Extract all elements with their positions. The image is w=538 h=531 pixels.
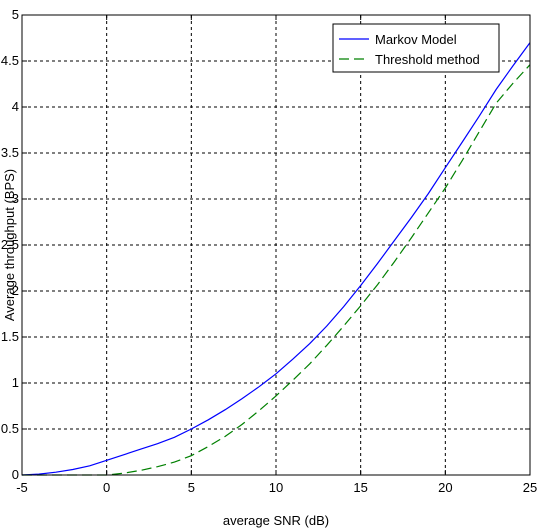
legend: Markov Model Threshold method bbox=[333, 24, 499, 72]
y-tick-label: 1.5 bbox=[1, 329, 19, 344]
y-tick-label: 3.5 bbox=[1, 145, 19, 160]
y-tick-label: 1 bbox=[12, 375, 19, 390]
x-tick-label: 20 bbox=[438, 480, 452, 495]
y-tick-label: 0.5 bbox=[1, 421, 19, 436]
x-tick-label: 0 bbox=[103, 480, 110, 495]
y-tick-label: 5 bbox=[12, 7, 19, 22]
grid-lines bbox=[22, 15, 530, 475]
x-tick-label: 10 bbox=[269, 480, 283, 495]
x-tick-label: 25 bbox=[523, 480, 537, 495]
y-tick-label: 4 bbox=[12, 99, 19, 114]
y-tick-label: 0 bbox=[12, 467, 19, 482]
x-tick-label: -5 bbox=[16, 480, 28, 495]
x-axis-ticks: -5 0 5 10 15 20 25 bbox=[16, 15, 537, 495]
x-tick-label: 15 bbox=[353, 480, 367, 495]
x-axis-label: average SNR (dB) bbox=[223, 513, 329, 528]
legend-label-1: Markov Model bbox=[375, 32, 457, 47]
y-axis-label: Average throughput (BPS) bbox=[2, 169, 17, 321]
x-tick-label: 5 bbox=[188, 480, 195, 495]
legend-label-2: Threshold method bbox=[375, 52, 480, 67]
y-tick-label: 4.5 bbox=[1, 53, 19, 68]
